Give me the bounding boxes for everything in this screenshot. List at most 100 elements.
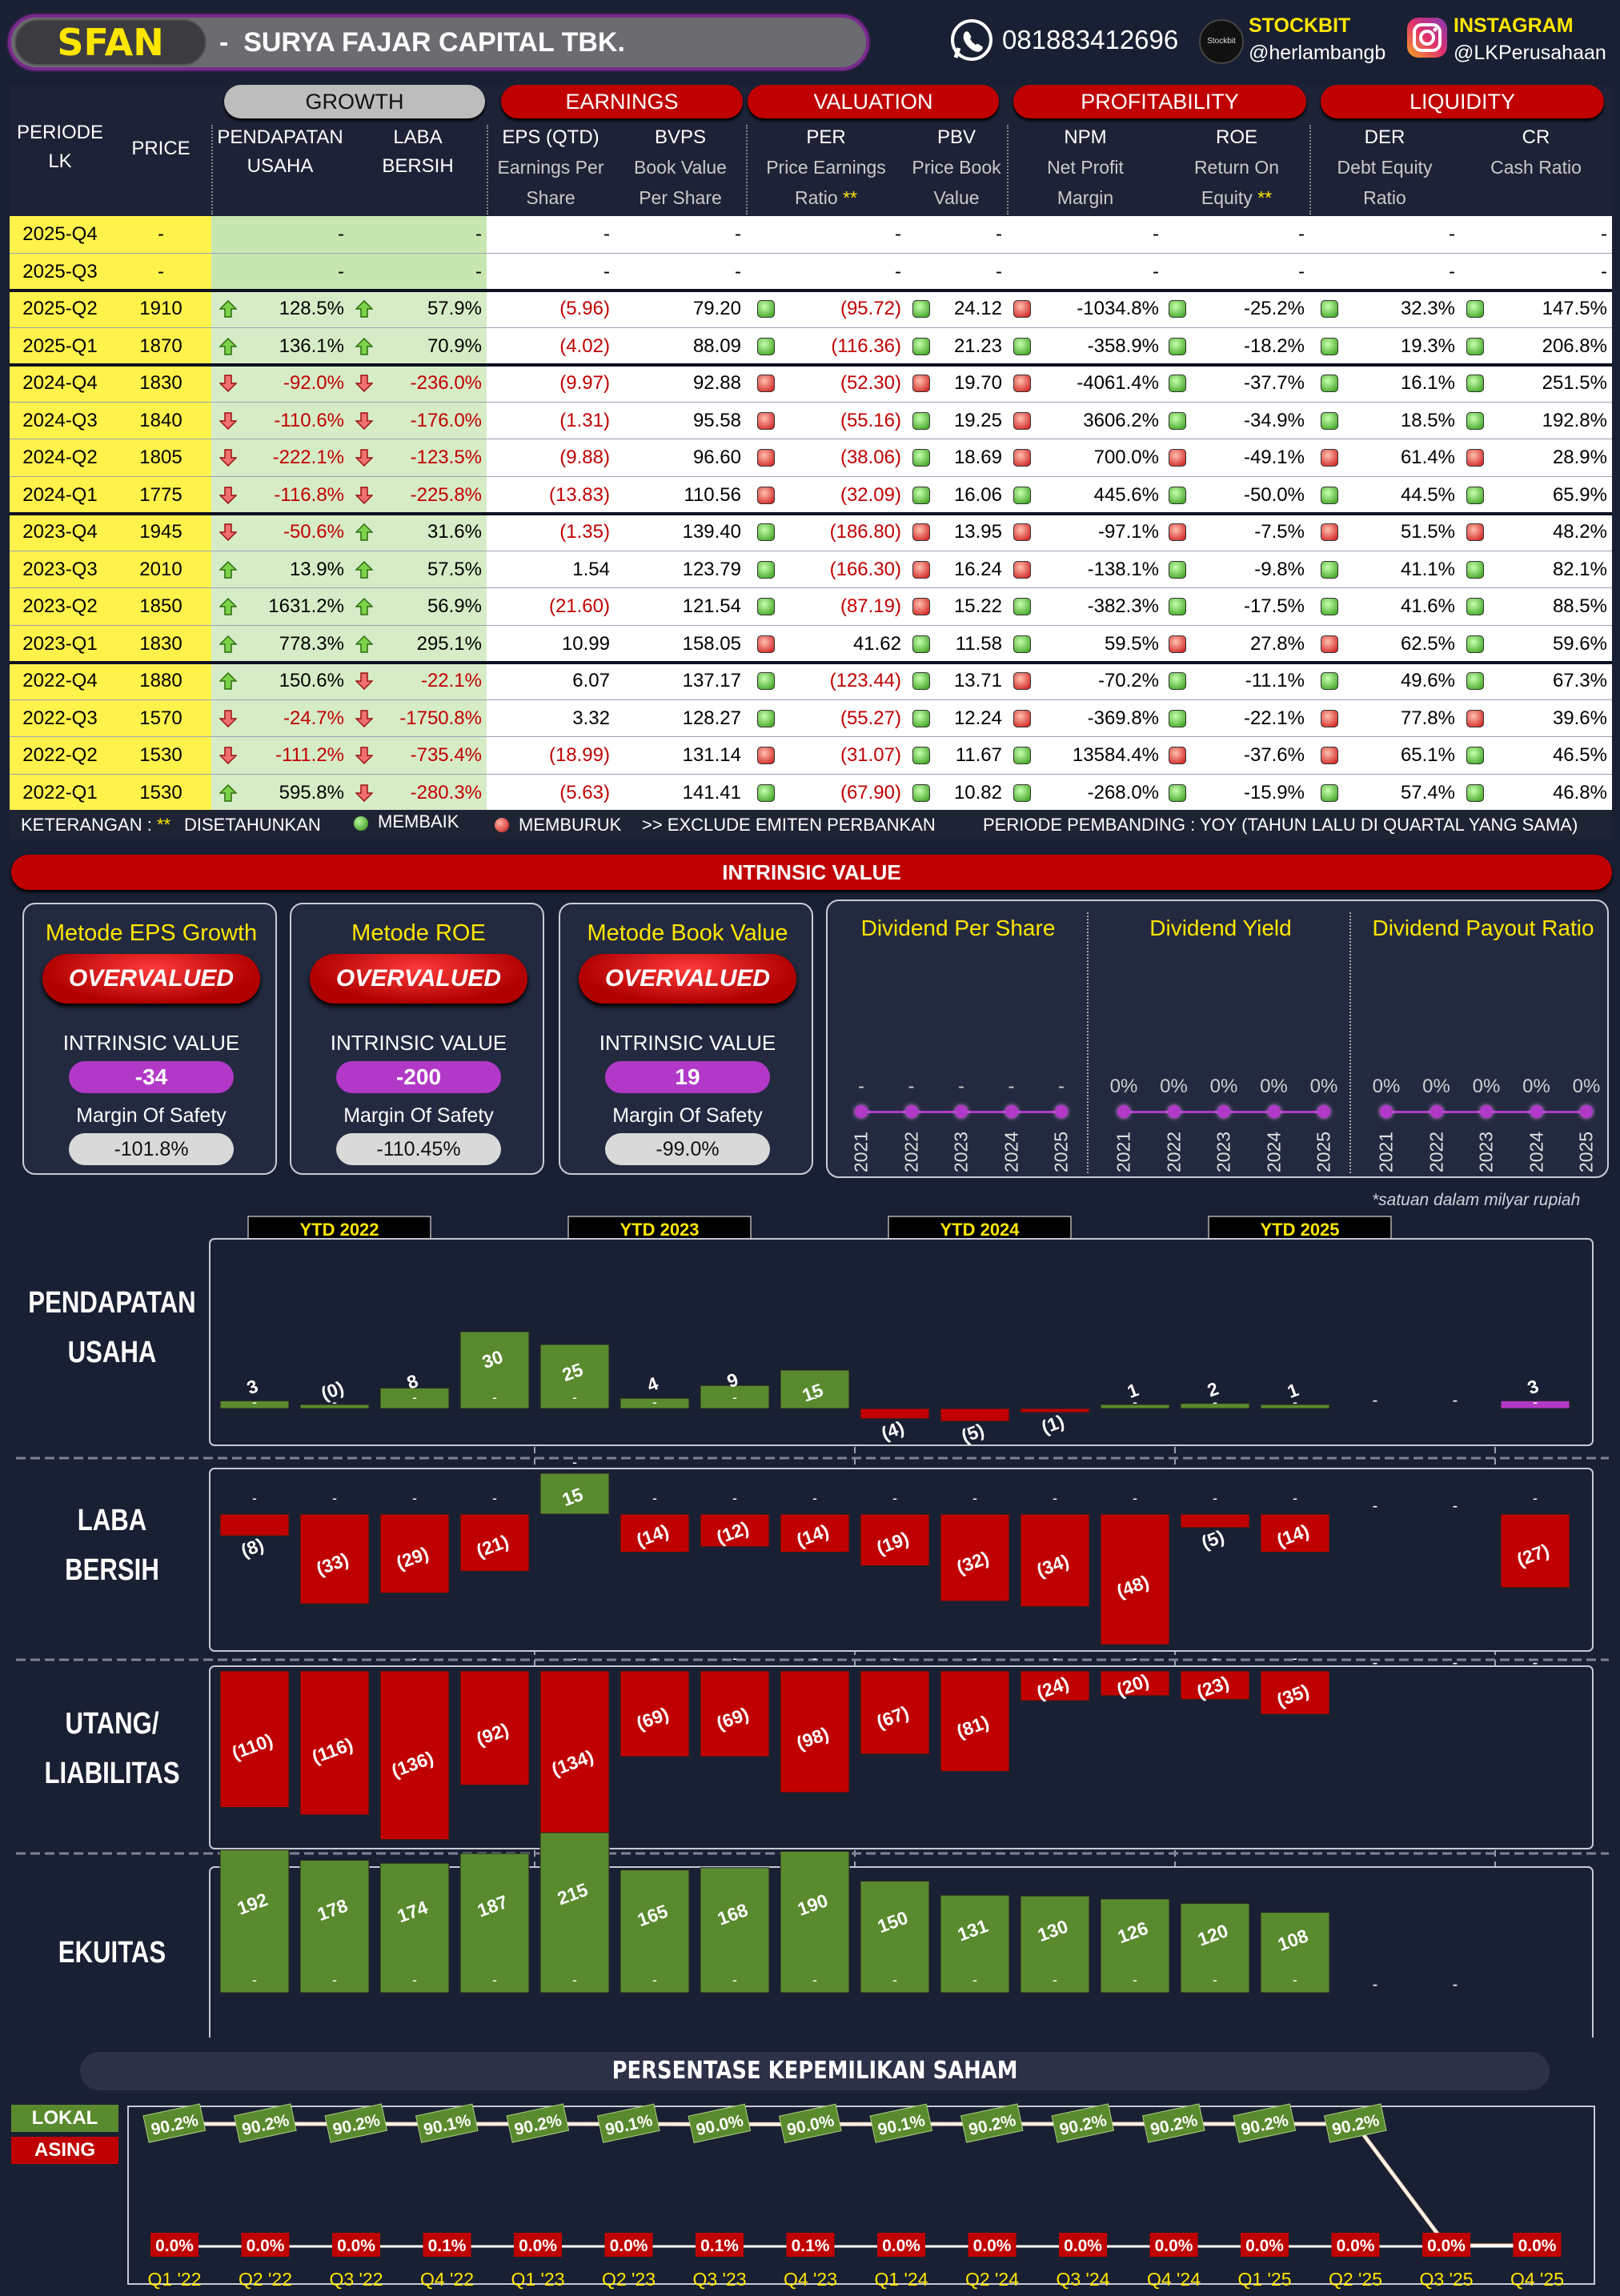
instagram-handle[interactable]: @LKPerusahaan <box>1454 42 1606 64</box>
bar-dash-mark: - <box>1053 1650 1057 1666</box>
arrow-down-icon <box>355 710 374 727</box>
dividend-year: 2024 <box>1000 1131 1021 1173</box>
green-dot-icon <box>1466 486 1484 504</box>
dividend-point <box>1117 1105 1130 1118</box>
bar-dash-mark: - <box>1053 1972 1057 1988</box>
lokal-label-box <box>1233 2103 1297 2143</box>
red-dot-icon <box>1466 449 1484 467</box>
dividend-value: 0% <box>1260 1076 1288 1097</box>
group-divider <box>10 289 1612 292</box>
bar-dash-mark: - <box>1293 1650 1297 1666</box>
valuation-status-badge: OVERVALUED <box>42 954 260 1004</box>
bar <box>219 1513 290 1537</box>
cr-cell: 147.5% <box>1460 291 1612 328</box>
bar <box>1100 1670 1170 1697</box>
arrow-down-icon <box>355 375 374 393</box>
subhead-line3: Ratio ** <box>795 187 857 208</box>
bvps-cell: - <box>615 253 746 291</box>
red-dot-icon <box>757 635 775 653</box>
valuation-status-badge: OVERVALUED <box>310 954 527 1004</box>
npm-cell: -4061.4% <box>1007 365 1164 403</box>
bar <box>700 1867 770 1993</box>
bar <box>1500 1513 1570 1589</box>
subhead-line3: Per Share <box>639 187 722 208</box>
green-dot-icon <box>1169 411 1186 430</box>
group-divider <box>10 661 1612 664</box>
header-separator <box>746 125 748 214</box>
bar-dash-mark: - <box>972 1650 977 1666</box>
arrow-down-icon <box>219 375 238 393</box>
bar-dash-mark: - <box>252 1490 257 1506</box>
lokal-label-box <box>233 2103 297 2143</box>
eps-cell: (5.63) <box>487 774 615 811</box>
arrow-down-icon <box>219 710 238 727</box>
table-row: 2023-Q3 2010 13.9% 57.5% 1.54 123.79 (166.30) 1… <box>10 551 1612 588</box>
npm-cell: - <box>1007 253 1164 291</box>
price-cell: 1805 <box>110 439 211 477</box>
bar <box>620 1513 690 1553</box>
red-dot-icon <box>1013 449 1031 467</box>
subhead-line2: Net Profit <box>1047 157 1124 178</box>
period-cell: 2025-Q1 <box>10 327 110 365</box>
green-dot-icon <box>912 486 930 504</box>
netprofit-growth-cell: 56.9% <box>349 588 487 626</box>
bar-dash-mark: - <box>732 1389 737 1405</box>
period-cell: 2023-Q3 <box>10 551 110 588</box>
red-dot-icon <box>1169 635 1186 653</box>
lokal-label-box <box>142 2103 207 2143</box>
intrinsic-title: INTRINSIC VALUE <box>722 860 901 884</box>
der-cell: - <box>1309 216 1460 254</box>
asing-label: 0.0% <box>1518 2237 1557 2255</box>
dividend-value: 0% <box>1472 1076 1501 1097</box>
stockbit-handle[interactable]: @herlambangb <box>1249 42 1386 64</box>
lokal-label-box <box>869 2103 933 2143</box>
green-dot-icon <box>1321 783 1338 802</box>
pbv-cell: 12.24 <box>906 699 1007 737</box>
bar <box>1020 1670 1090 1701</box>
margin-of-safety-value: -110.45% <box>336 1133 501 1165</box>
price-cell: 1530 <box>110 737 211 775</box>
subhead-title: NPM <box>1064 126 1107 148</box>
bvps-cell: 95.58 <box>615 402 746 439</box>
quarter-label: Q3 '25 <box>1419 2269 1473 2290</box>
period-cell: 2022-Q3 <box>10 699 110 737</box>
eps-cell: 6.07 <box>487 663 615 700</box>
bar <box>1100 1898 1170 1993</box>
quarter-label: Q3 '22 <box>329 2269 383 2290</box>
period-cell: 2024-Q1 <box>10 476 110 514</box>
margin-of-safety-label: Margin Of Safety <box>612 1104 763 1127</box>
dividend-point <box>1167 1105 1181 1118</box>
red-dot-icon <box>1169 747 1186 765</box>
red-dot-icon <box>1013 560 1031 579</box>
red-dot-icon <box>912 375 930 393</box>
intrinsic-value-label: INTRINSIC VALUE <box>330 1031 507 1055</box>
legend-pembanding: PERIODE PEMBANDING : YOY (TAHUN LALU DI … <box>983 815 1578 835</box>
bvps-cell: 128.27 <box>615 699 746 737</box>
dividend-point <box>1055 1105 1068 1118</box>
bar <box>219 1400 290 1409</box>
period-cell: 2023-Q1 <box>10 625 110 663</box>
dividend-value: - <box>1058 1076 1065 1097</box>
table-row: 2025-Q1 1870 136.1% 70.9% (4.02) 88.09 (116.36… <box>10 327 1612 365</box>
units-note: *satuan dalam milyar rupiah <box>1372 1191 1581 1209</box>
revenue-growth-cell: -92.0% <box>211 365 349 403</box>
bar-dash-mark: - <box>892 1490 897 1506</box>
dividend-value: - <box>858 1076 864 1097</box>
roe-cell: -25.2% <box>1164 291 1309 328</box>
green-dot-icon <box>1321 375 1338 393</box>
der-cell: 19.3% <box>1309 327 1460 365</box>
bar-dash-mark: - <box>412 1389 417 1405</box>
green-dot-icon <box>1466 598 1484 616</box>
red-dot-icon <box>1321 449 1338 467</box>
dividend-title: Dividend Per Share <box>860 916 1056 940</box>
npm-cell: -70.2% <box>1007 663 1164 700</box>
dividend-point <box>1380 1105 1393 1118</box>
eps-cell: (9.97) <box>487 365 615 403</box>
green-dot-icon <box>1169 672 1186 691</box>
roe-cell: -22.1% <box>1164 699 1309 737</box>
bar <box>780 1670 850 1793</box>
asing-label: 0.0% <box>882 2237 920 2255</box>
lokal-label-box <box>688 2103 752 2144</box>
green-dot-icon <box>1013 337 1031 355</box>
bar <box>1500 1400 1570 1409</box>
